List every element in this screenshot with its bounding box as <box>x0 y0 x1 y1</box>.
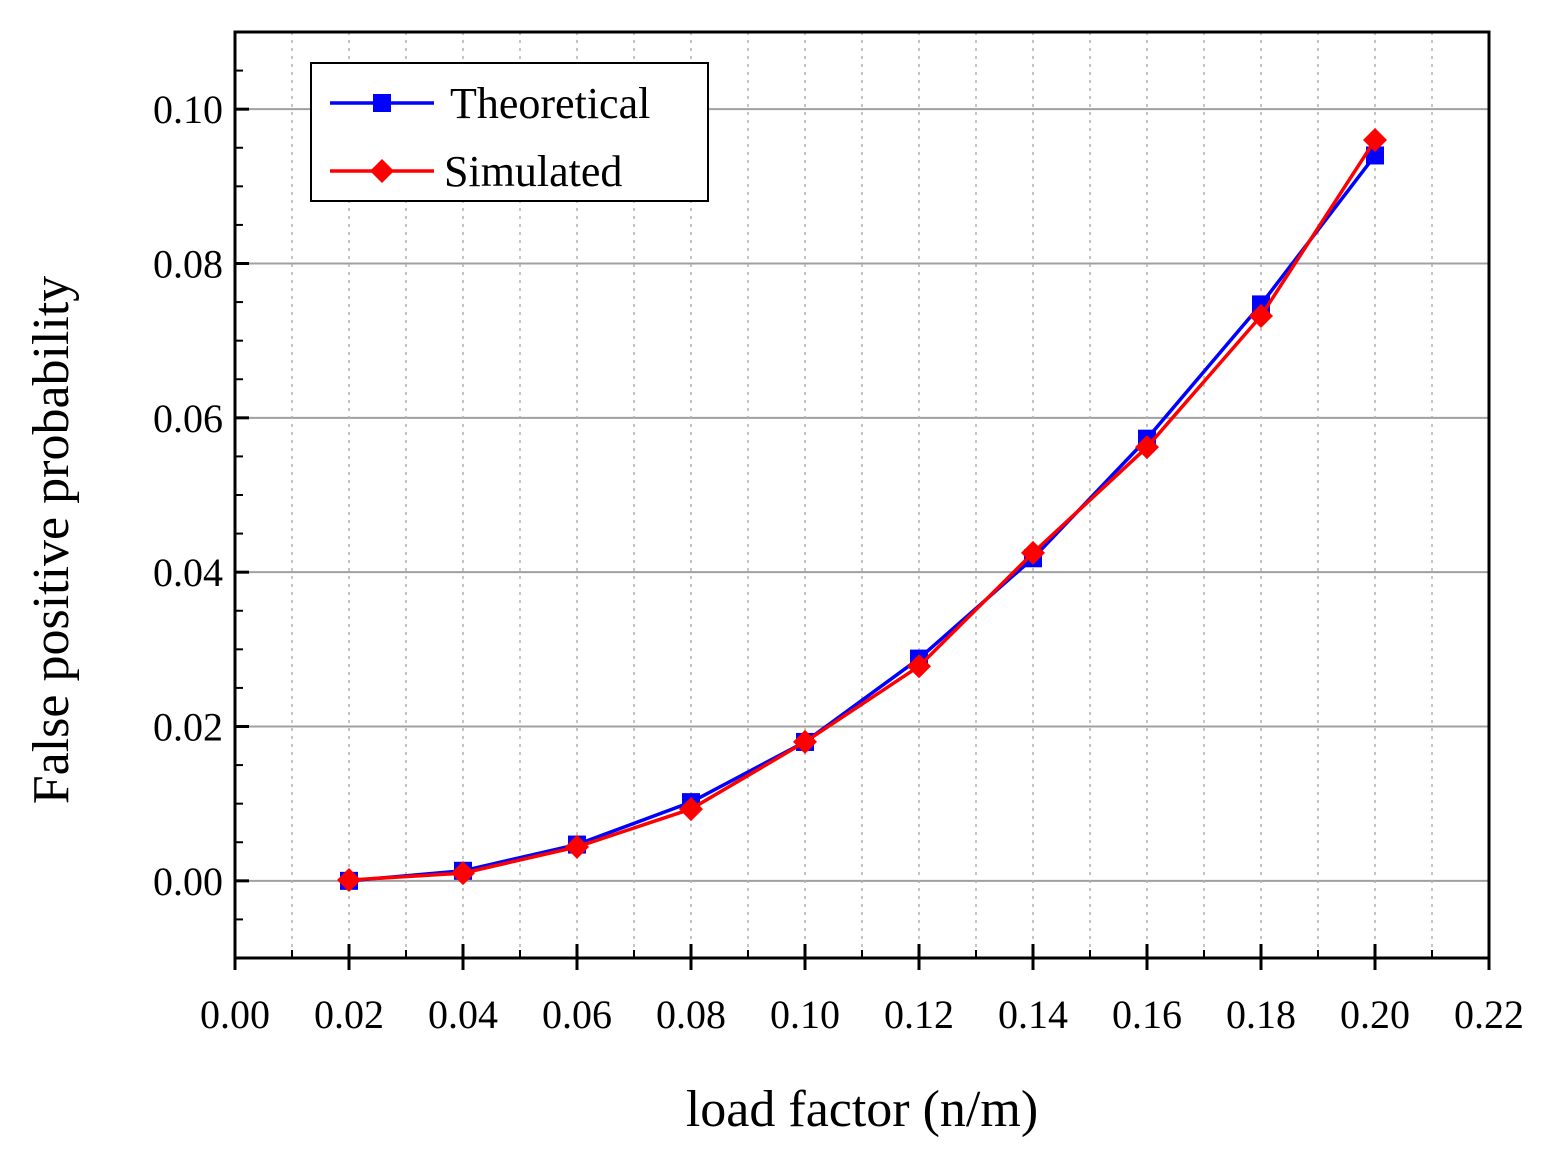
legend-item-theoretical: Theoretical <box>330 79 650 128</box>
y-tick-label: 0.08 <box>153 242 223 287</box>
y-tick-label: 0.04 <box>153 550 223 595</box>
legend: Theoretical Simulated <box>310 62 709 202</box>
x-tick-label: 0.06 <box>542 992 612 1037</box>
x-tick-label: 0.04 <box>428 992 498 1037</box>
legend-marker <box>370 159 394 183</box>
data-point-simulated <box>451 861 475 886</box>
data-point-simulated <box>1249 303 1273 328</box>
series-line-theoretical <box>348 154 1377 883</box>
data-point-simulated <box>793 729 817 754</box>
x-tick-label: 0.22 <box>1454 992 1524 1037</box>
x-tick-label: 0.20 <box>1340 992 1410 1037</box>
data-point-simulated <box>907 654 931 679</box>
data-point-simulated <box>1363 128 1387 153</box>
y-tick-label: 0.00 <box>153 859 223 904</box>
series <box>337 128 1387 893</box>
x-tick-label: 0.08 <box>656 992 726 1037</box>
y-tick-label: 0.06 <box>153 396 223 441</box>
legend-item-simulated: Simulated <box>330 147 622 196</box>
data-point-theoretical <box>1366 146 1384 165</box>
data-point-simulated <box>565 834 589 859</box>
x-tick-label: 0.02 <box>314 992 384 1037</box>
legend-label: Simulated <box>444 147 622 196</box>
axis-ticks <box>233 31 1491 970</box>
legend-marker <box>373 94 391 112</box>
series-simulated <box>337 128 1387 893</box>
x-tick-label: 0.16 <box>1112 992 1182 1037</box>
data-point-simulated <box>679 797 703 822</box>
y-axis-title: False positive probability <box>23 276 80 805</box>
x-tick-labels: 0.00 0.02 0.04 0.06 0.08 0.10 0.12 0.14 0.16 0.18… <box>200 992 1524 1037</box>
data-point-simulated <box>1021 540 1045 565</box>
x-tick-label: 0.12 <box>884 992 954 1037</box>
data-point-simulated <box>1135 435 1159 460</box>
data-point-simulated <box>337 868 361 893</box>
x-tick-label: 0.10 <box>770 992 840 1037</box>
series-line-simulated <box>348 139 1377 882</box>
x-tick-label: 0.00 <box>200 992 270 1037</box>
x-tick-label: 0.14 <box>998 992 1068 1037</box>
legend-label: Theoretical <box>450 79 650 128</box>
y-tick-label: 0.02 <box>153 705 223 750</box>
x-tick-label: 0.18 <box>1226 992 1296 1037</box>
y-tick-labels: 0.00 0.02 0.04 0.06 0.08 0.10 <box>153 87 223 904</box>
x-axis-title: load factor (n/m) <box>686 1081 1038 1138</box>
y-tick-label: 0.10 <box>153 87 223 132</box>
